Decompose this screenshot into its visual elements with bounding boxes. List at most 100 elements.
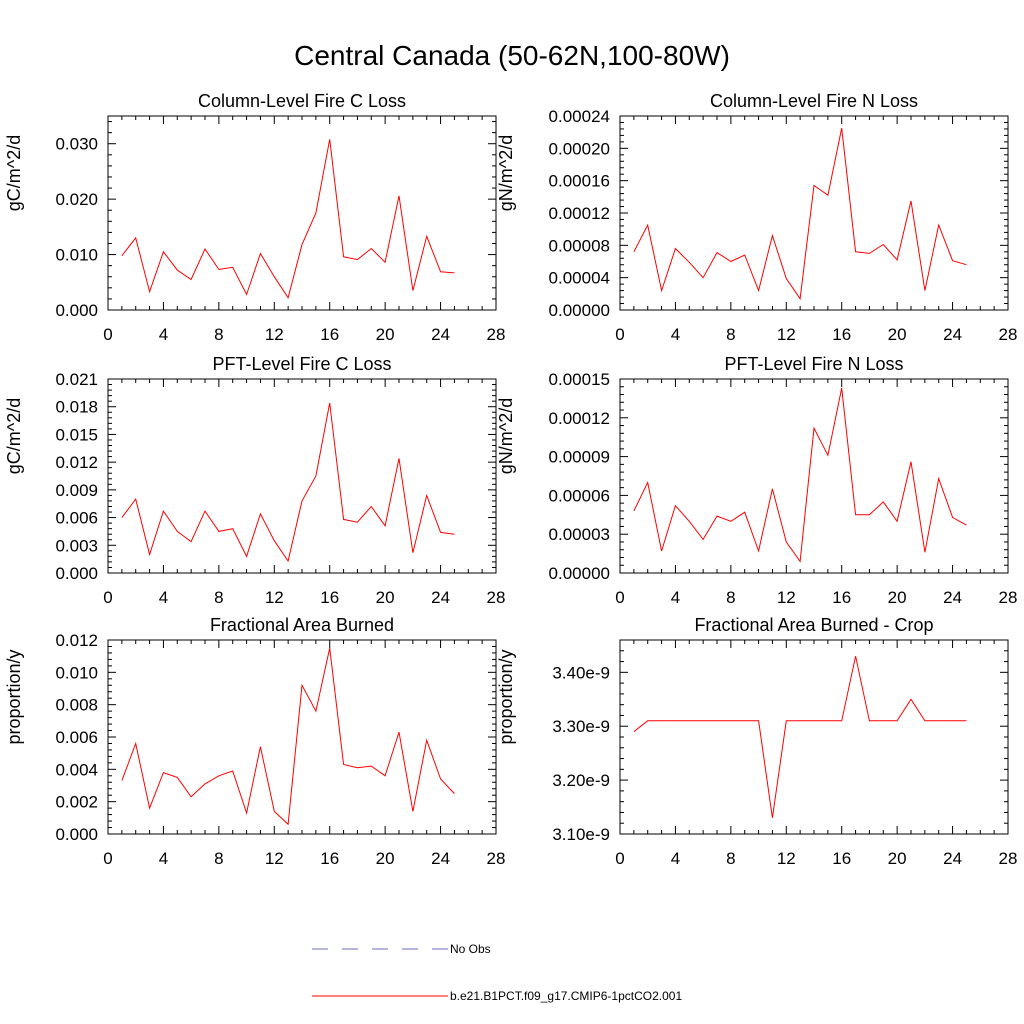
x-tick-label: 28 <box>999 849 1018 868</box>
chart-title: PFT-Level Fire N Loss <box>724 354 903 374</box>
x-tick-label: 0 <box>615 849 624 868</box>
y-tick-label: 0.00012 <box>549 204 610 223</box>
x-tick-label: 12 <box>777 588 796 607</box>
y-tick-label: 0.008 <box>55 696 98 715</box>
x-tick-label: 20 <box>888 849 907 868</box>
y-axis-label: gC/m^2/d <box>4 135 24 211</box>
chart-title: Fractional Area Burned - Crop <box>694 615 933 635</box>
x-tick-label: 4 <box>671 588 680 607</box>
x-tick-label: 12 <box>777 849 796 868</box>
y-tick-label: 0.00000 <box>549 564 610 583</box>
y-tick-label: 0.009 <box>55 481 98 500</box>
y-tick-label: 0.00015 <box>549 370 610 389</box>
y-tick-label: 3.40e-9 <box>552 663 610 682</box>
y-tick-label: 0.00004 <box>549 269 610 288</box>
y-tick-label: 0.00006 <box>549 486 610 505</box>
legend-label-no-obs: No Obs <box>450 942 491 956</box>
y-tick-label: 0.004 <box>55 760 98 779</box>
chart-title: Fractional Area Burned <box>210 615 394 635</box>
y-tick-label: 3.20e-9 <box>552 771 610 790</box>
x-tick-label: 16 <box>832 849 851 868</box>
x-tick-label: 24 <box>943 325 962 344</box>
y-tick-label: 0.00012 <box>549 409 610 428</box>
y-tick-label: 0.006 <box>55 509 98 528</box>
x-tick-label: 4 <box>671 849 680 868</box>
series-line-model <box>633 387 967 563</box>
x-tick-label: 0 <box>103 588 112 607</box>
x-tick-label: 8 <box>214 325 223 344</box>
y-tick-label: 0.012 <box>55 631 98 650</box>
x-tick-label: 20 <box>376 849 395 868</box>
x-tick-label: 8 <box>726 849 735 868</box>
x-tick-label: 16 <box>320 849 339 868</box>
x-tick-label: 16 <box>320 588 339 607</box>
x-tick-label: 28 <box>999 588 1018 607</box>
y-tick-label: 0.002 <box>55 793 98 812</box>
x-tick-label: 24 <box>431 325 450 344</box>
x-tick-label: 20 <box>376 325 395 344</box>
legend-label-model: b.e21.B1PCT.f09_g17.CMIP6-1pctCO2.001 <box>450 989 682 1003</box>
y-axis-label: gC/m^2/d <box>4 398 24 474</box>
x-tick-label: 4 <box>671 325 680 344</box>
x-tick-label: 24 <box>431 849 450 868</box>
series-line-model <box>633 127 967 301</box>
x-tick-label: 8 <box>214 588 223 607</box>
x-tick-label: 0 <box>103 849 112 868</box>
x-tick-label: 16 <box>832 588 851 607</box>
x-tick-label: 0 <box>103 325 112 344</box>
series-line-model <box>121 139 455 300</box>
y-tick-label: 0.000 <box>55 825 98 844</box>
y-axis-label: gN/m^2/d <box>496 135 516 211</box>
y-tick-label: 0.000 <box>55 301 98 320</box>
series-line-model <box>633 656 967 818</box>
y-tick-label: 0.006 <box>55 728 98 747</box>
x-tick-label: 28 <box>487 325 506 344</box>
x-tick-label: 28 <box>487 849 506 868</box>
y-tick-label: 0.00000 <box>549 301 610 320</box>
x-tick-label: 24 <box>431 588 450 607</box>
x-tick-label: 8 <box>726 325 735 344</box>
y-tick-label: 0.000 <box>55 564 98 583</box>
y-tick-label: 3.10e-9 <box>552 825 610 844</box>
y-tick-label: 0.010 <box>55 246 98 265</box>
x-tick-label: 20 <box>888 588 907 607</box>
x-tick-label: 12 <box>265 588 284 607</box>
y-axis-label: proportion/y <box>496 649 516 744</box>
x-tick-label: 28 <box>999 325 1018 344</box>
x-tick-label: 8 <box>726 588 735 607</box>
x-tick-label: 4 <box>159 849 168 868</box>
y-tick-label: 0.00024 <box>549 107 610 126</box>
x-tick-label: 20 <box>888 325 907 344</box>
y-tick-label: 0.00016 <box>549 172 610 191</box>
y-axis-label: gN/m^2/d <box>496 398 516 474</box>
x-tick-label: 0 <box>615 325 624 344</box>
x-tick-label: 4 <box>159 325 168 344</box>
y-tick-label: 0.003 <box>55 536 98 555</box>
y-tick-label: 0.015 <box>55 425 98 444</box>
y-tick-label: 0.00020 <box>549 139 610 158</box>
x-tick-label: 12 <box>265 849 284 868</box>
chart-title: PFT-Level Fire C Loss <box>212 354 391 374</box>
x-tick-label: 8 <box>214 849 223 868</box>
y-tick-label: 0.00009 <box>549 448 610 467</box>
y-tick-label: 3.30e-9 <box>552 717 610 736</box>
y-tick-label: 0.030 <box>55 135 98 154</box>
x-tick-label: 20 <box>376 588 395 607</box>
x-tick-label: 24 <box>943 849 962 868</box>
y-tick-label: 0.012 <box>55 453 98 472</box>
y-tick-label: 0.020 <box>55 190 98 209</box>
y-tick-label: 0.010 <box>55 663 98 682</box>
x-tick-label: 4 <box>159 588 168 607</box>
y-axis-label: proportion/y <box>4 649 24 744</box>
x-tick-label: 12 <box>777 325 796 344</box>
x-tick-label: 16 <box>832 325 851 344</box>
chart-title: Column-Level Fire N Loss <box>710 91 918 111</box>
y-tick-label: 0.021 <box>55 370 98 389</box>
